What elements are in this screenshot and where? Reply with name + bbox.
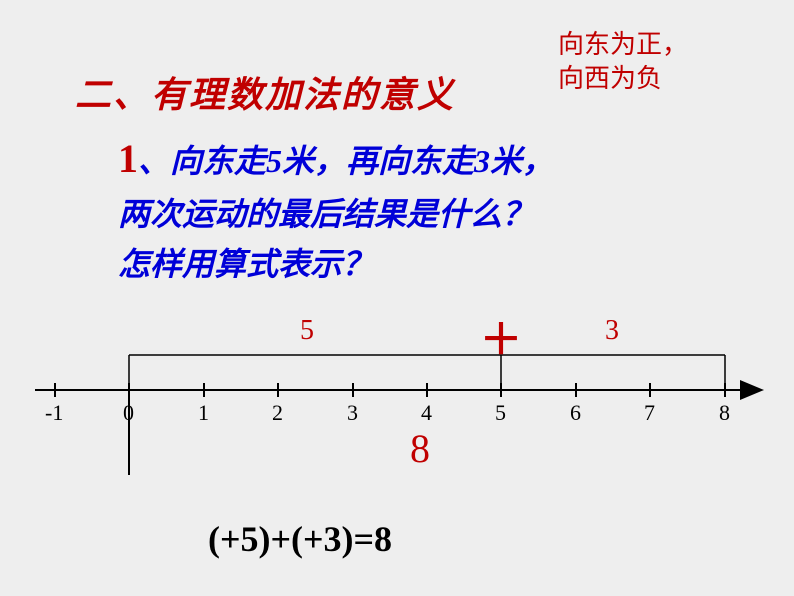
segment2-label: 3 (605, 315, 619, 347)
tick-label--1: -1 (45, 400, 63, 426)
tick-label-7: 7 (644, 400, 655, 426)
plus-sign: ＋ (480, 306, 522, 367)
tick-label-4: 4 (421, 400, 432, 426)
tick-label-2: 2 (272, 400, 283, 426)
tick-label-8: 8 (719, 400, 730, 426)
number-line-svg (30, 300, 770, 480)
section-title: 二、有理数加法的意义 (75, 66, 455, 118)
segment1-label: 5 (300, 315, 314, 347)
note-line2: 向西为负 (558, 62, 688, 96)
result-8: 8 (410, 425, 430, 472)
tick-label-5: 5 (495, 400, 506, 426)
direction-note: 向东为正， 向西为负 (558, 28, 688, 96)
problem-block: 1、向东走5米，再向东走3米， 两次运动的最后结果是什么？ 怎样用算式表示？ (118, 128, 554, 289)
equation: (+5)+(+3)=8 (208, 518, 392, 560)
number-line-diagram: -1 0 1 2 3 4 5 6 7 8 5 3 ＋ 8 (30, 300, 770, 480)
problem-line1: 1、向东走5米，再向东走3米， (118, 128, 554, 190)
problem-number: 1 (118, 136, 138, 181)
tick-label-1: 1 (198, 400, 209, 426)
problem-line2: 两次运动的最后结果是什么？ (118, 190, 554, 240)
tick-label-0: 0 (123, 400, 134, 426)
problem-line3: 怎样用算式表示？ (118, 240, 554, 290)
tick-label-6: 6 (570, 400, 581, 426)
problem-line1-text: 、向东走5米，再向东走3米， (138, 143, 554, 179)
segment-1 (129, 355, 501, 390)
note-line1: 向东为正， (558, 28, 688, 62)
segment-2 (501, 355, 725, 390)
tick-label-3: 3 (347, 400, 358, 426)
